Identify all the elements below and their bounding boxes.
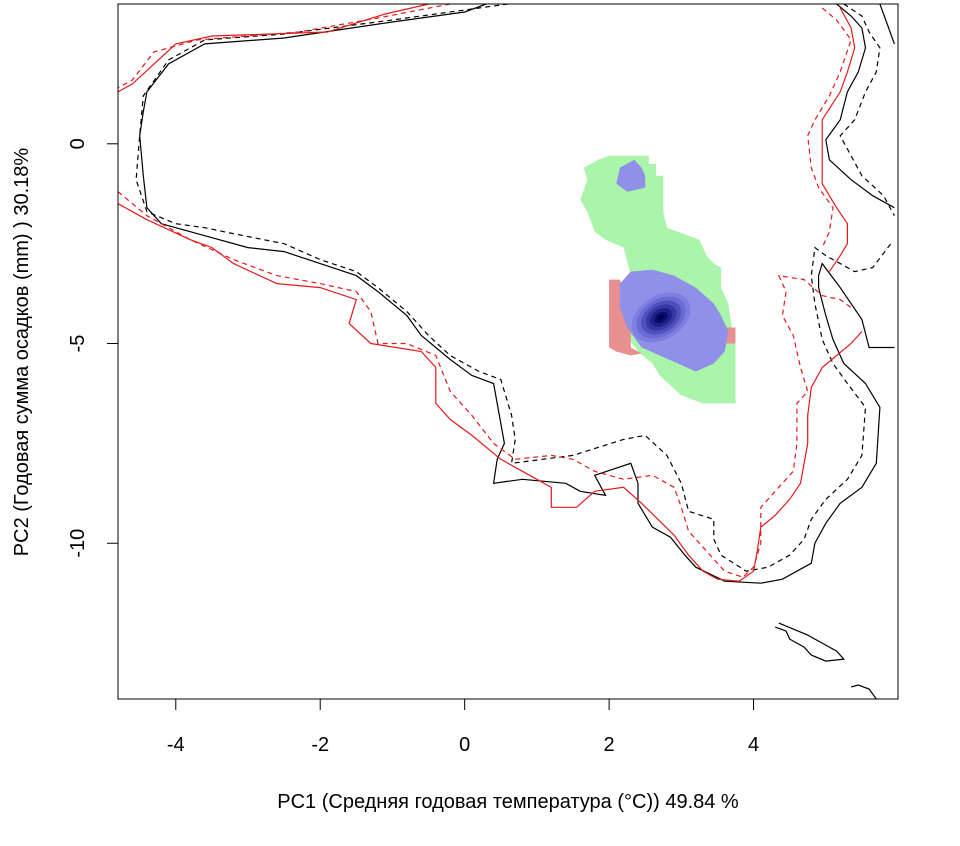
x-axis: -4 -2 0 2 4 — [167, 699, 759, 756]
contour-red-solid-11 — [821, 7, 856, 272]
plot-area — [118, 4, 895, 699]
y-axis: 0 -5 -10 — [67, 138, 118, 558]
contour-black-solid-5 — [774, 622, 846, 662]
contour-red-dashed-12 — [807, 7, 852, 248]
contour-red-solid-9 — [118, 203, 863, 582]
region-blue-1 — [616, 159, 646, 192]
x-tick-label-1: -2 — [311, 734, 329, 756]
contour-black-dashed-3 — [839, 4, 895, 216]
x-tick-label-3: 2 — [604, 734, 615, 756]
x-tick-label-2: 0 — [459, 734, 470, 756]
plot-frame — [117, 3, 899, 700]
y-tick-label-0: 0 — [67, 138, 89, 149]
contour-black-solid-1 — [879, 4, 895, 45]
x-tick-label-4: 4 — [748, 734, 759, 756]
x-axis-title: PC1 (Средняя годовая температура (°C)) 4… — [277, 791, 739, 813]
contour-black-solid-4 — [825, 4, 895, 209]
y-axis-title: PC2 (Годовая сумма осадков (mm) ) 30.18% — [11, 148, 33, 557]
contour-black-solid-6 — [850, 684, 877, 699]
density-level-6 — [657, 314, 665, 321]
y-tick-label-1: -5 — [67, 335, 89, 353]
x-tick-label-0: -4 — [167, 734, 185, 756]
contour-red-solid-7 — [118, 4, 429, 93]
contour-red-dashed-8 — [118, 4, 451, 89]
contour-black-solid-0 — [139, 4, 895, 584]
contour-black-dashed-2 — [135, 4, 892, 572]
y-tick-label-2: -10 — [67, 529, 89, 558]
contour-red-dashed-10 — [118, 191, 852, 578]
